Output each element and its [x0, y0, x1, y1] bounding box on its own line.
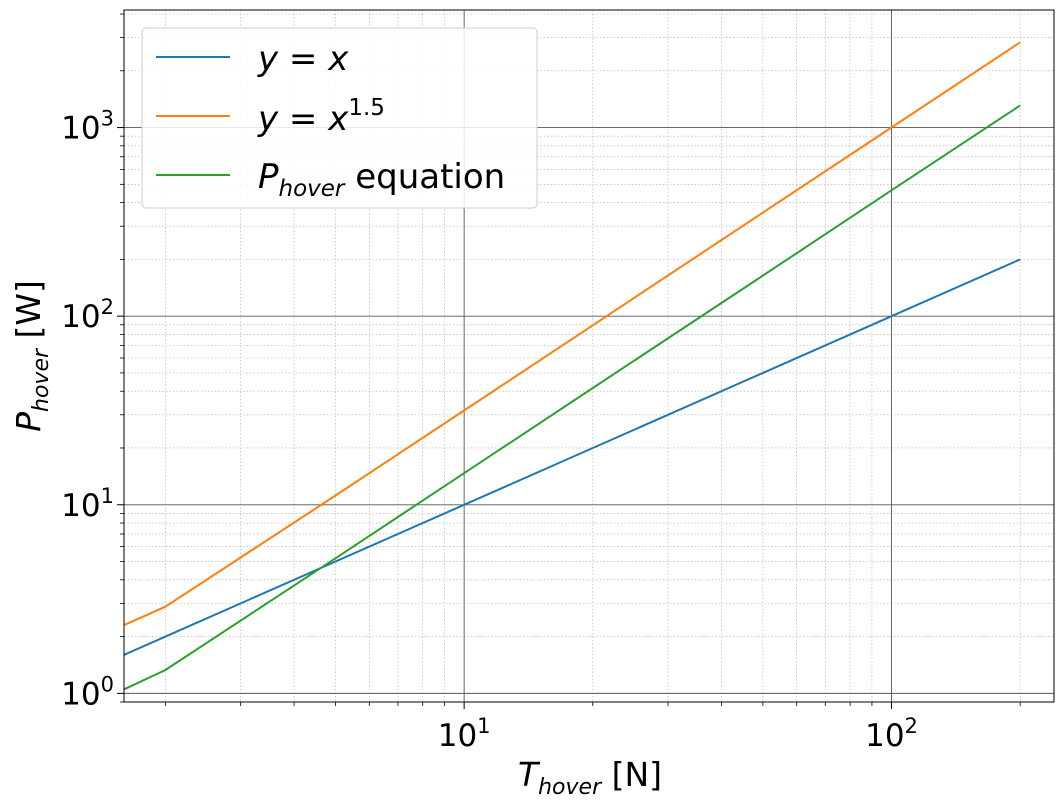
series-layer — [123, 41, 1021, 691]
y-axis-label: Phover [W] — [9, 280, 54, 432]
legend-label-p-hover: Phover equation — [258, 157, 505, 202]
y-tick-label: 100 — [61, 672, 114, 712]
y-tick-label: 101 — [61, 484, 114, 524]
x-tick-label: 102 — [865, 714, 918, 754]
series-line-2 — [123, 104, 1021, 691]
y-tick-label: 103 — [61, 107, 114, 147]
legend-label-y-equals-x-pow: y = x1.5 — [257, 95, 385, 139]
tick-labels: 101 102 100 101 102 103 — [61, 107, 918, 754]
x-tick-label: 101 — [438, 714, 491, 754]
legend-label-y-equals-x: y = x — [257, 39, 349, 79]
series-line-0 — [123, 258, 1021, 656]
y-tick-label: 102 — [61, 295, 114, 335]
legend-box — [141, 27, 538, 209]
legend: y = x y = x1.5 Phover equation — [141, 27, 538, 209]
plot-frame — [123, 9, 1055, 703]
x-axis-label: Thover [N] — [518, 755, 662, 800]
ticks-layer — [117, 13, 1021, 709]
series-line-1 — [123, 41, 1021, 627]
